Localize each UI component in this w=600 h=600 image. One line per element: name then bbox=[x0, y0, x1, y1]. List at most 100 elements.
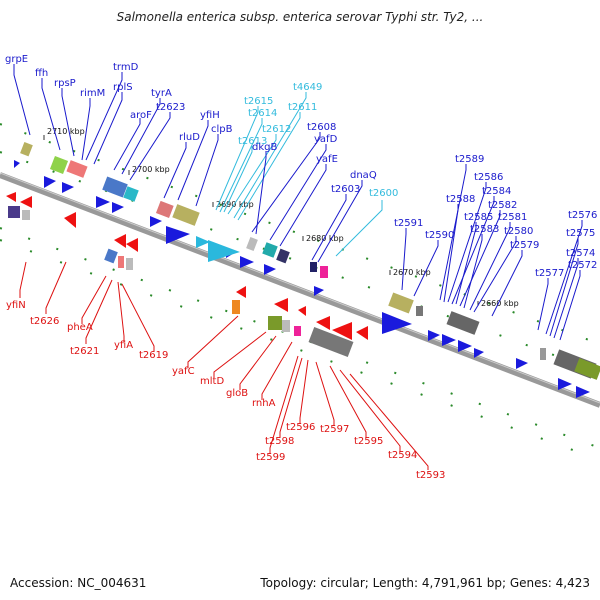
leader-line bbox=[187, 315, 239, 368]
feature-block bbox=[262, 242, 278, 258]
feature-block bbox=[49, 155, 69, 175]
tick-label-2680: 2680 kbp bbox=[306, 234, 344, 243]
feature-block bbox=[102, 176, 128, 198]
leader-line bbox=[329, 365, 367, 438]
forward-arrow bbox=[558, 378, 572, 390]
leader-line bbox=[279, 357, 303, 438]
feature-block bbox=[276, 248, 290, 264]
feature-block bbox=[388, 292, 414, 314]
tick-label-2660: 2660 kbp bbox=[481, 299, 519, 308]
gene-label-rimM: rimM bbox=[80, 88, 105, 99]
leader-line bbox=[553, 258, 579, 339]
leader-line bbox=[215, 106, 259, 211]
gene-label-t2590: t2590 bbox=[425, 230, 454, 241]
gene-label-ffh: ffh bbox=[35, 68, 48, 79]
feature-block bbox=[310, 262, 317, 272]
gene-label-mltD: mltD bbox=[200, 376, 224, 387]
reverse-arrow bbox=[236, 286, 246, 298]
reverse-arrow bbox=[20, 196, 32, 208]
gene-label-t2583: t2583 bbox=[470, 224, 499, 235]
gene-label-t2589: t2589 bbox=[455, 154, 484, 165]
leader-line bbox=[177, 120, 209, 201]
bottom-leader-lines bbox=[19, 261, 429, 470]
forward-arrow bbox=[240, 256, 254, 268]
leader-line bbox=[545, 220, 583, 335]
feature-block bbox=[8, 206, 20, 218]
gene-label-t2626: t2626 bbox=[30, 316, 59, 327]
leader-line bbox=[315, 361, 335, 426]
feature-block bbox=[574, 358, 600, 380]
leader-line bbox=[279, 164, 327, 247]
gene-label-yfiN: yfiN bbox=[6, 300, 26, 311]
leader-line bbox=[299, 359, 309, 424]
leader-line bbox=[163, 142, 187, 199]
gene-label-t2593: t2593 bbox=[416, 470, 445, 481]
feature-block bbox=[126, 258, 133, 270]
gene-label-yfiA: yfiA bbox=[114, 340, 133, 351]
leader-line bbox=[219, 118, 263, 213]
genome-title: Salmonella enterica subsp. enterica sero… bbox=[116, 10, 484, 24]
forward-arrow bbox=[112, 202, 124, 213]
leader-line bbox=[93, 92, 123, 165]
leader-line bbox=[349, 373, 429, 470]
forward-arrow bbox=[264, 264, 276, 275]
feature-block bbox=[446, 311, 480, 335]
gene-label-aroF: aroF bbox=[130, 110, 152, 121]
leader-line bbox=[85, 72, 123, 161]
feature-block bbox=[268, 316, 282, 330]
gene-label-rpsP: rpsP bbox=[54, 78, 76, 89]
forward-arrow bbox=[474, 348, 484, 358]
forward-arrow bbox=[382, 312, 412, 334]
tick-label-2690: 2690 kbp bbox=[216, 200, 254, 209]
gene-label-clpB: clpB bbox=[211, 124, 233, 135]
leader-line bbox=[559, 270, 581, 341]
reverse-arrow bbox=[64, 212, 76, 228]
leader-line bbox=[269, 355, 299, 454]
leader-line bbox=[255, 152, 267, 235]
leader-line bbox=[451, 196, 495, 305]
genome-backbone-highlight bbox=[0, 172, 600, 404]
feature-block bbox=[416, 306, 423, 316]
leader-line bbox=[13, 64, 31, 136]
forward-arrow bbox=[442, 334, 456, 346]
gene-label-t2581: t2581 bbox=[498, 212, 527, 223]
gene-label-yafC: yafC bbox=[172, 366, 195, 377]
leader-line bbox=[549, 238, 579, 337]
forward-arrow-highlight bbox=[196, 236, 210, 248]
gene-label-tyrA: tyrA bbox=[151, 88, 172, 99]
leader-line bbox=[41, 78, 61, 151]
forward-arrow bbox=[516, 358, 528, 369]
reverse-arrow bbox=[298, 306, 306, 316]
gene-label-t2575: t2575 bbox=[566, 228, 595, 239]
forward-arrow bbox=[14, 160, 20, 168]
gene-label-t2595: t2595 bbox=[354, 436, 383, 447]
forward-arrow bbox=[150, 216, 162, 227]
gene-label-yfiH: yfiH bbox=[200, 110, 220, 121]
reverse-features bbox=[6, 192, 368, 357]
feature-block bbox=[320, 266, 328, 278]
gene-label-t2613: t2613 bbox=[238, 136, 267, 147]
feature-block bbox=[104, 248, 118, 264]
leader-line bbox=[447, 182, 487, 303]
leader-line bbox=[311, 194, 347, 261]
gene-label-dkgB: dkgB bbox=[252, 142, 277, 153]
top-labels: grpE ffh rpsP rimM trmD rplS tyrA aroF t… bbox=[5, 54, 597, 279]
gene-label-t2615: t2615 bbox=[244, 96, 273, 107]
feature-block bbox=[66, 160, 88, 178]
leader-line bbox=[239, 335, 277, 390]
guide-track-inner-top bbox=[0, 151, 600, 373]
top-leader-lines bbox=[13, 64, 583, 341]
gene-label-t2623: t2623 bbox=[156, 102, 185, 113]
leader-line bbox=[61, 88, 75, 157]
leader-line bbox=[19, 261, 27, 298]
leader-line bbox=[129, 112, 171, 181]
leader-line bbox=[85, 279, 113, 344]
gene-label-t2584: t2584 bbox=[482, 186, 511, 197]
reverse-arrow bbox=[126, 238, 138, 252]
gene-label-t2619: t2619 bbox=[139, 350, 168, 361]
gene-label-t2598: t2598 bbox=[265, 436, 294, 447]
genome-backbone bbox=[0, 172, 600, 408]
forward-arrow bbox=[576, 386, 590, 398]
